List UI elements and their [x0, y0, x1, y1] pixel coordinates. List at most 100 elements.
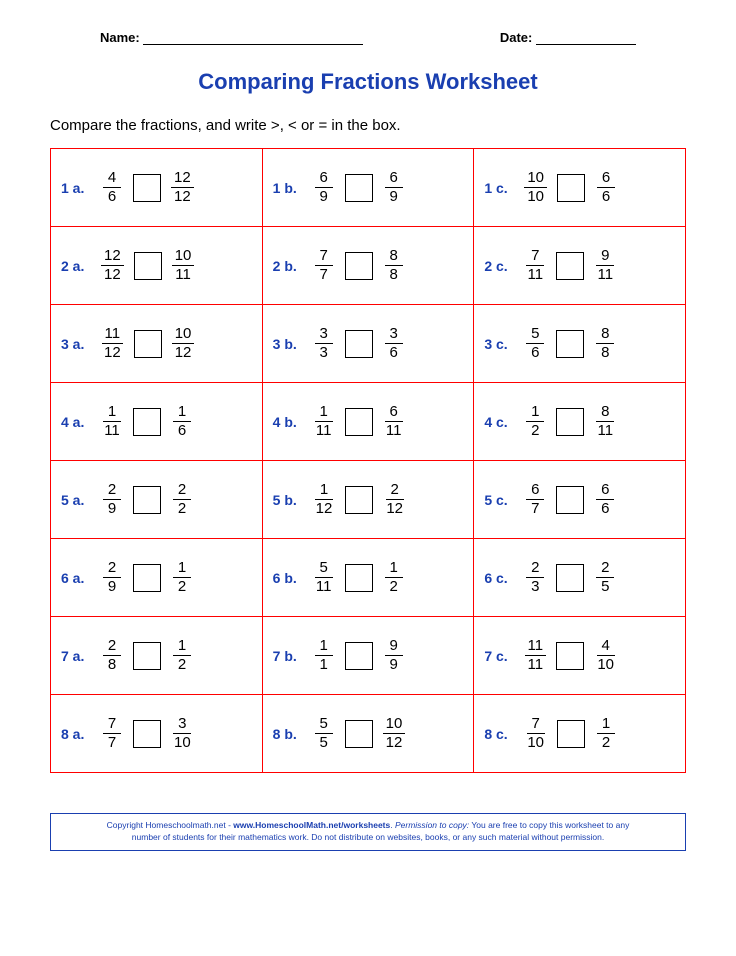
answer-box[interactable] [556, 408, 584, 436]
denominator: 8 [386, 266, 400, 284]
numerator: 1 [315, 482, 333, 501]
problem-label: 7 c. [484, 648, 514, 664]
answer-box[interactable] [134, 330, 162, 358]
fraction-right: 66 [594, 482, 616, 518]
cell-inner: 8 b.551012 [273, 716, 464, 752]
denominator: 11 [525, 656, 547, 674]
problem-cell: 5 a.2922 [51, 461, 263, 539]
denominator: 2 [528, 422, 542, 440]
fraction-left: 1111 [524, 638, 546, 674]
cell-inner: 4 c.12811 [484, 404, 675, 440]
fraction-right: 25 [594, 560, 616, 596]
fraction-left: 77 [313, 248, 335, 284]
cell-inner: 3 b.3336 [273, 326, 464, 362]
problem-cell: 7 a.2812 [51, 617, 263, 695]
date-field: Date: [500, 30, 636, 45]
problem-cell: 6 a.2912 [51, 539, 263, 617]
answer-box[interactable] [345, 642, 373, 670]
answer-box[interactable] [345, 486, 373, 514]
answer-box[interactable] [133, 720, 161, 748]
denominator: 9 [105, 500, 119, 518]
answer-box[interactable] [557, 174, 585, 202]
problem-label: 8 b. [273, 726, 303, 742]
fraction-left: 1212 [101, 248, 124, 284]
numerator: 1 [173, 404, 191, 423]
denominator: 8 [598, 344, 612, 362]
date-label: Date: [500, 30, 533, 45]
answer-box[interactable] [345, 564, 373, 592]
numerator: 10 [172, 248, 195, 267]
cell-inner: 2 a.12121011 [61, 248, 252, 284]
answer-box[interactable] [133, 174, 161, 202]
problem-cell: 5 b.112212 [262, 461, 474, 539]
answer-box[interactable] [345, 252, 373, 280]
fraction-right: 22 [171, 482, 193, 518]
name-underline[interactable] [143, 32, 363, 45]
fraction-right: 99 [383, 638, 405, 674]
problem-label: 7 a. [61, 648, 91, 664]
fraction-right: 811 [594, 404, 616, 440]
cell-inner: 1 c.101066 [484, 170, 675, 206]
footer-link[interactable]: www.HomeschoolMath.net/worksheets [233, 820, 390, 830]
answer-box[interactable] [133, 642, 161, 670]
fraction-left: 111 [101, 404, 123, 440]
answer-box[interactable] [345, 330, 373, 358]
cell-inner: 6 b.51112 [273, 560, 464, 596]
answer-box[interactable] [556, 486, 584, 514]
fraction-right: 212 [383, 482, 406, 518]
answer-box[interactable] [556, 330, 584, 358]
answer-box[interactable] [345, 720, 373, 748]
cell-inner: 4 b.111611 [273, 404, 464, 440]
answer-box[interactable] [133, 486, 161, 514]
numerator: 2 [386, 482, 404, 501]
fraction-right: 1012 [172, 326, 195, 362]
fraction-right: 410 [594, 638, 617, 674]
numerator: 3 [385, 326, 403, 345]
denominator: 2 [386, 578, 400, 596]
numerator: 6 [596, 482, 614, 501]
problem-cell: 1 c.101066 [474, 149, 686, 227]
date-underline[interactable] [536, 32, 636, 45]
fraction-left: 11 [313, 638, 335, 674]
numerator: 11 [525, 638, 547, 657]
problem-cell: 2 c.711911 [474, 227, 686, 305]
problem-label: 8 c. [484, 726, 514, 742]
fraction-left: 33 [313, 326, 335, 362]
denominator: 11 [595, 266, 617, 284]
denominator: 9 [316, 188, 330, 206]
fraction-left: 710 [524, 716, 547, 752]
fraction-left: 55 [313, 716, 335, 752]
cell-inner: 5 c.6766 [484, 482, 675, 518]
numerator: 5 [315, 716, 333, 735]
fraction-left: 56 [524, 326, 546, 362]
answer-box[interactable] [345, 408, 373, 436]
denominator: 9 [386, 188, 400, 206]
problem-cell: 8 a.77310 [51, 695, 263, 773]
fraction-right: 310 [171, 716, 194, 752]
denominator: 3 [528, 578, 542, 596]
denominator: 11 [383, 422, 405, 440]
answer-box[interactable] [556, 642, 584, 670]
answer-box[interactable] [134, 252, 162, 280]
answer-box[interactable] [133, 564, 161, 592]
numerator: 1 [385, 560, 403, 579]
answer-box[interactable] [556, 564, 584, 592]
fraction-left: 23 [524, 560, 546, 596]
cell-inner: 7 a.2812 [61, 638, 252, 674]
fraction-left: 12 [524, 404, 546, 440]
answer-box[interactable] [345, 174, 373, 202]
footer-text-1: Copyright Homeschoolmath.net - [107, 820, 234, 830]
problem-label: 1 c. [484, 180, 514, 196]
answer-box[interactable] [133, 408, 161, 436]
fraction-right: 36 [383, 326, 405, 362]
problem-cell: 1 a.461212 [51, 149, 263, 227]
denominator: 7 [528, 500, 542, 518]
header-line: Name: Date: [50, 30, 686, 45]
fraction-right: 88 [383, 248, 405, 284]
problems-grid: 1 a.4612121 b.69691 c.1010662 a.12121011… [50, 148, 686, 773]
numerator: 1 [173, 638, 191, 657]
denominator: 1 [316, 656, 330, 674]
answer-box[interactable] [557, 720, 585, 748]
denominator: 12 [172, 344, 195, 362]
answer-box[interactable] [556, 252, 584, 280]
